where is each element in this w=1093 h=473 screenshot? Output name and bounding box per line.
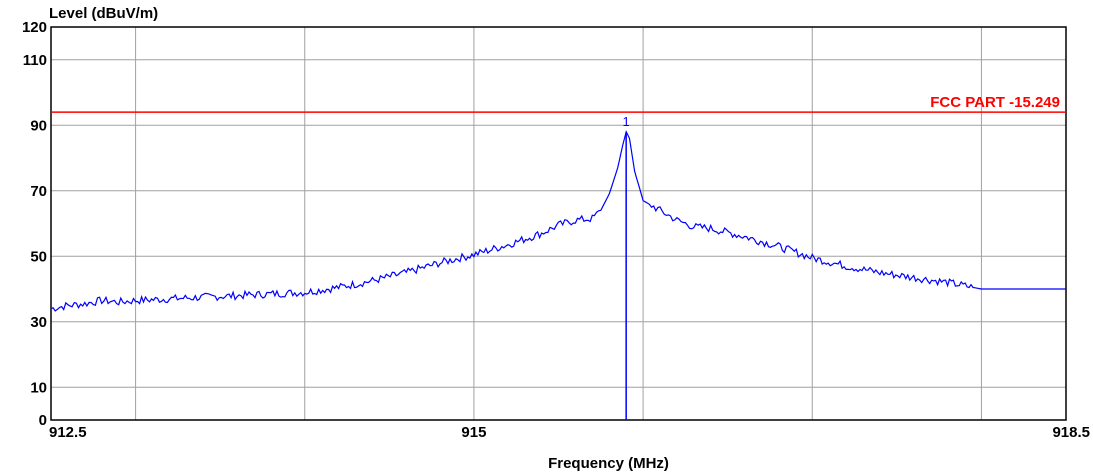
limit-line-label: FCC PART -15.249 [930,94,1060,111]
x-axis-title: Frequency (MHz) [548,455,669,472]
series-group [50,130,1066,312]
limit-line-group: FCC PART -15.249 [51,94,1066,113]
y-tick-label: 50 [30,248,47,265]
y-axis-title: Level (dBuV/m) [49,5,158,22]
plot-area [50,26,1067,421]
y-tick-label: 10 [30,379,47,396]
grid [51,27,1066,420]
y-tick-label: 70 [30,183,47,200]
x-tick-label: 915 [461,424,486,441]
series-line [50,130,1066,312]
y-tick-label: 120 [22,19,47,36]
y-tick-label: 0 [39,412,47,429]
x-axis-ticks: 912.5 915 918.5 [49,424,1090,441]
y-tick-label: 110 [23,52,47,69]
x-tick-label: 912.5 [49,424,87,441]
marker-group: 1 [623,114,630,420]
x-tick-label: 918.5 [1052,424,1090,441]
y-tick-label: 30 [30,314,47,331]
marker-label: 1 [623,114,630,129]
y-tick-label: 90 [30,117,47,134]
y-axis-ticks: 0 10 30 50 70 90 110 120 [22,19,47,429]
